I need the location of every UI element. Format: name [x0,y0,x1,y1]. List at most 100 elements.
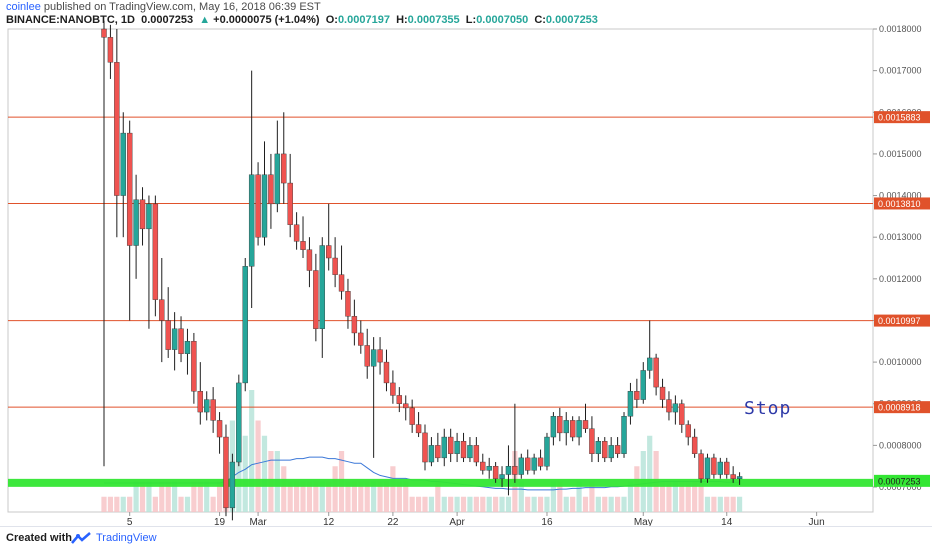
candle-body [236,382,242,463]
symbol-label: BINANCE:NANOBTC, 1D [6,14,135,26]
volume-bar [358,481,364,512]
time-tick-label: Mar [249,517,267,526]
candle-body [454,441,460,454]
volume-bar [692,481,698,512]
volume-bar [294,481,300,512]
candle-body [473,445,480,463]
price-tick-label: 0.0008000 [879,440,922,450]
candle-body [377,349,383,363]
volume-bar [127,496,133,512]
candle-body [730,474,736,479]
candle-body [659,386,666,400]
tradingview-logo-icon[interactable] [70,531,92,547]
volume-bar [261,435,268,512]
time-tick-label: 19 [214,517,226,526]
volume-bar [505,496,512,512]
author-link[interactable]: coinlee [6,1,41,13]
candle-body [640,370,646,400]
volume-bar [480,496,486,512]
volume-bar [371,481,377,512]
candle-body [101,28,107,38]
volume-bar [679,481,685,512]
volume-bar [120,496,126,512]
volume-bar [570,496,576,512]
candle-body [313,270,319,329]
level-tag-label: 0.0015883 [878,113,921,123]
volume-bar [582,496,589,512]
volume-bar [306,481,313,512]
time-tick-label: Jun [809,517,825,526]
candle-body [717,461,724,475]
candle-body [345,291,351,317]
candle-body [704,457,711,479]
candle-body [358,332,364,346]
volume-bar [383,481,390,512]
time-tick-label: 16 [541,517,553,526]
candle-body [544,436,550,467]
volume-bar [133,481,139,512]
candle-body [415,424,422,434]
volume-bar [281,466,287,512]
support-band-tag [874,474,930,487]
candle-body [679,403,685,425]
candle-body [120,132,126,196]
level-tag [874,401,930,414]
candle-body [332,257,338,275]
volume-bar [319,481,325,512]
candle-body [197,391,204,413]
candle-body [711,457,717,475]
price-chart[interactable]: 0.00070000.00080000.00090000.00100000.00… [0,0,932,526]
volume-bar [704,496,711,512]
level-tag [874,314,930,327]
volume-bar [537,496,544,512]
volume-bar [672,481,678,512]
candle-body [672,403,679,413]
candle-body [685,424,691,438]
open-value: 0.0007197 [337,14,390,26]
volume-bar [287,481,293,512]
time-tick-label: 22 [387,517,399,526]
candle-body [467,445,473,459]
candle-body [595,441,602,454]
level-tag-label: 0.0010997 [878,316,921,326]
volume-bar [563,496,569,512]
candle-body [370,349,377,367]
price-tick-label: 0.0018000 [879,24,922,34]
candle-body [435,445,441,459]
candle-body [396,395,403,404]
volume-bar [531,496,537,512]
publish-line: coinlee published on TradingView.com, Ma… [6,1,598,14]
candle-body [557,416,563,434]
candle-body [666,399,672,413]
volume-bar [204,481,210,512]
candle-body [133,199,139,246]
volume-bar [114,496,120,512]
volume-bar [473,496,479,512]
candle-body [184,341,191,354]
volume-bar [736,496,743,512]
price-tick-label: 0.0007000 [879,482,922,492]
candle-body [204,399,210,413]
price-tick-label: 0.0015000 [879,149,922,159]
candle-body [300,241,306,250]
candle-body [126,132,133,246]
chart-header: coinlee published on TradingView.com, Ma… [6,1,598,29]
candle-body [152,203,159,300]
candle-body [390,382,396,396]
candle-body [486,465,492,471]
candle-body [698,453,704,479]
stop-annotation: Stop [744,398,792,419]
close-value: 0.0007253 [545,14,598,26]
volume-bar [544,496,550,512]
published-text: published on TradingView.com, May 16, 20… [43,1,321,13]
volume-bar [396,481,402,512]
volume-bar [659,481,666,512]
candle-body [537,457,544,467]
candle-body [306,249,313,271]
volume-bar [165,481,171,512]
candle-body [627,391,634,417]
volume-bar [249,390,255,512]
tradingview-brand-link[interactable]: TradingView [96,532,157,544]
volume-bar [454,496,460,512]
price-tick-label: 0.0014000 [879,191,922,201]
